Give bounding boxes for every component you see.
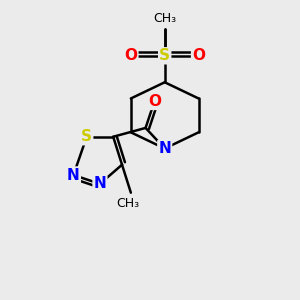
Text: S: S [159, 48, 170, 63]
Text: O: O [148, 94, 161, 109]
Text: S: S [81, 129, 92, 144]
Text: CH₃: CH₃ [153, 12, 176, 25]
Text: CH₃: CH₃ [116, 197, 140, 210]
Text: O: O [124, 48, 137, 63]
Text: O: O [192, 48, 205, 63]
Text: N: N [67, 167, 80, 182]
Text: N: N [158, 141, 171, 156]
Text: N: N [94, 176, 106, 191]
